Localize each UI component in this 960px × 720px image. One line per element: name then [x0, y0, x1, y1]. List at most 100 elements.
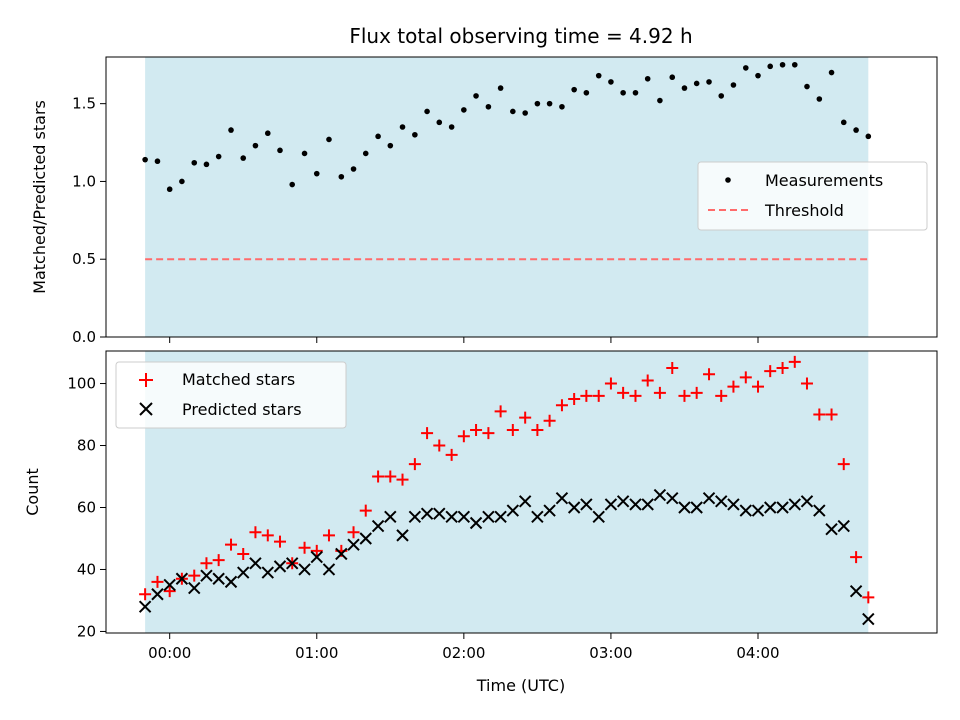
measurement-point [166, 186, 173, 193]
matched-star-point [800, 377, 813, 390]
measurement-point [399, 124, 406, 130]
measurement-point [142, 156, 148, 163]
ratio-y-axis: 0.0 0.5 1.0 1.5 [72, 95, 106, 346]
measurement-point [559, 103, 565, 110]
predicted-star-point [555, 491, 569, 505]
predicted-star-point [359, 532, 372, 545]
matched-star-point [617, 386, 630, 399]
predicted-star-point [212, 572, 225, 585]
measurement-point [632, 89, 639, 96]
matched-star-point [690, 386, 703, 399]
predicted-star-point [678, 501, 691, 514]
ratio-y-tick-label: 1.5 [72, 95, 96, 113]
measurement-point [644, 75, 651, 82]
legend-predicted-label: Predicted stars [182, 400, 302, 419]
predicted-star-point [580, 498, 593, 511]
matched-star-point [519, 411, 532, 424]
measurement-point [301, 150, 308, 157]
matched-star-point [151, 575, 164, 588]
predicted-star-point [494, 510, 507, 523]
x-axis-label: Time (UTC) [476, 676, 565, 695]
measurement-point [228, 127, 234, 133]
measurement-point [840, 119, 847, 126]
predicted-star-point [384, 510, 397, 523]
predicted-star-point [445, 510, 458, 523]
matched-star-point [825, 408, 838, 421]
matched-star-point [715, 389, 728, 402]
matched-star-point [653, 386, 666, 399]
predicted-star-point [788, 498, 801, 511]
measurement-point [546, 100, 553, 107]
measurement-point [522, 110, 528, 116]
ratio-panel: 0.0 0.5 1.0 1.5 Matched/Predicted stars Mea… [30, 56, 938, 346]
measurement-point [865, 133, 872, 140]
predicted-star-point [163, 578, 176, 592]
count-y-tick-label: 20 [77, 622, 96, 640]
matched-star-point [188, 569, 201, 582]
predicted-star-point [653, 488, 667, 502]
matched-star-point [359, 504, 372, 517]
matched-star-point [506, 424, 519, 437]
predicted-star-point [616, 495, 630, 508]
predicted-star-point [310, 550, 323, 564]
matched-star-point [592, 389, 605, 402]
predicted-star-point [371, 519, 385, 533]
matched-star-point [543, 414, 556, 427]
legend-measurements-label: Measurements [765, 171, 883, 190]
measurement-point [252, 142, 259, 149]
predicted-star-point [567, 501, 581, 514]
predicted-star-point [285, 557, 299, 570]
predicted-star-point [604, 498, 618, 511]
matched-stars-series [139, 355, 875, 604]
ratio-y-axis-label: Matched/Predicted stars [30, 100, 49, 294]
matched-star-point [237, 547, 250, 560]
predicted-star-point [261, 566, 274, 579]
matched-star-point [445, 448, 458, 461]
matched-star-point [629, 389, 642, 402]
count-panel: 20 40 60 80 100 00:00 01:00 02:00 03:00 04:00 Co… [23, 350, 938, 695]
predicted-star-point [764, 501, 777, 514]
predicted-star-point [224, 575, 238, 589]
matched-star-point [200, 557, 213, 570]
predicted-star-point [347, 538, 360, 551]
measurement-point [791, 61, 798, 68]
predicted-star-point [690, 501, 703, 514]
measurement-point [191, 159, 198, 166]
matched-star-point [347, 526, 360, 539]
matched-star-point [408, 458, 421, 471]
predicted-star-point [813, 504, 826, 517]
matched-star-point [249, 526, 262, 539]
chart-title: Flux total observing time = 4.92 h [349, 24, 692, 48]
matched-star-point [739, 371, 752, 384]
measurement-point [179, 178, 185, 185]
predicted-star-point [531, 510, 544, 523]
count-y-axis-label: Count [23, 468, 42, 516]
measurement-point [412, 131, 418, 138]
predicted-star-point [175, 572, 189, 585]
matched-star-point [261, 529, 274, 542]
matched-star-point [470, 424, 483, 437]
predicted-stars-series [138, 488, 875, 626]
measurement-point [289, 181, 296, 188]
predicted-star-point [200, 569, 213, 582]
matched-star-point [225, 538, 238, 551]
predicted-star-point [715, 495, 728, 508]
legend-matched-label: Matched stars [182, 370, 295, 389]
measurement-point [742, 65, 749, 71]
matched-star-point [641, 374, 654, 387]
predicted-star-point [420, 507, 434, 520]
matched-star-point [568, 393, 581, 406]
matched-star-point [837, 458, 850, 471]
predicted-star-point [188, 581, 201, 595]
predicted-star-point [849, 584, 863, 598]
ratio-y-tick-label: 1.0 [72, 172, 96, 190]
count-x-tick-label: 01:00 [295, 644, 338, 662]
measurement-point [657, 97, 663, 104]
matched-star-point [666, 362, 679, 375]
matched-star-point [580, 389, 593, 402]
matched-star-point [298, 541, 311, 554]
ratio-legend: Measurements Threshold [697, 161, 928, 231]
matched-star-point [139, 588, 152, 601]
measurement-point [693, 80, 700, 87]
matched-star-point [372, 470, 385, 483]
